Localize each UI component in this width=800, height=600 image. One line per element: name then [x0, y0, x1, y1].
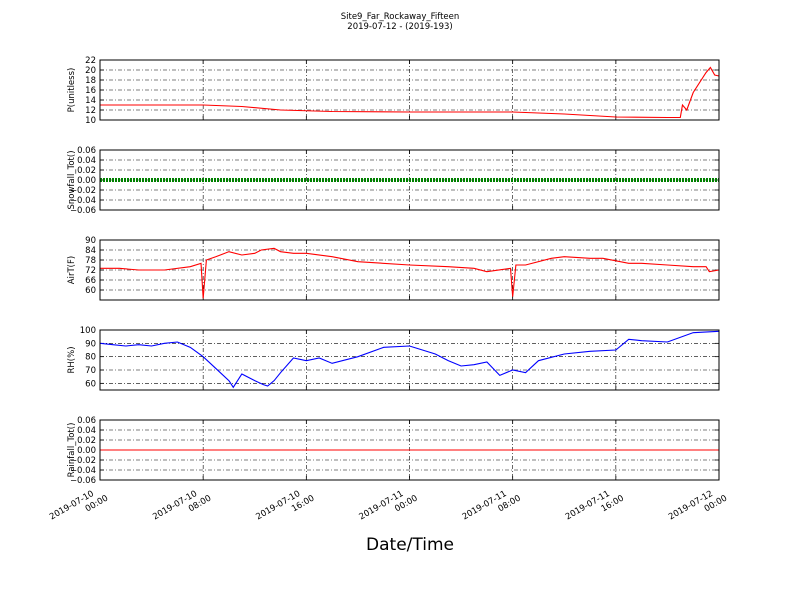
chart-subtitle: 2019-07-12 - (2019-193)	[347, 22, 452, 32]
y-tick-label: 66	[85, 276, 96, 286]
y-tick-label: 18	[85, 76, 96, 86]
plot-frame	[99, 149, 720, 211]
y-tick-label: −0.04	[70, 466, 96, 476]
y-tick-label: 0.02	[77, 436, 96, 446]
x-tick-label: 2019-07-1200:00	[667, 484, 729, 532]
y-tick-label: 12	[85, 106, 96, 116]
y-tick-label: 20	[85, 66, 96, 76]
series-line-4-1	[99, 330, 720, 389]
y-axis-label: Rainfall_Tot()	[67, 423, 77, 478]
panel-2: −0.06−0.04−0.020.000.020.040.06Snowfall_…	[67, 146, 720, 216]
y-tick-label: 14	[85, 96, 96, 106]
y-tick-label: 0.04	[77, 156, 96, 166]
y-tick-label: 22	[85, 56, 96, 66]
x-tick-label: 2019-07-1000:00	[48, 484, 110, 532]
y-axis-label: Snowfall_Tot()	[67, 150, 77, 209]
plot-frame	[99, 239, 720, 301]
y-tick-label: 0.02	[77, 166, 96, 176]
y-tick-label: 80	[85, 353, 96, 363]
y-tick-label: 10	[85, 116, 96, 126]
plot-frame	[99, 59, 720, 121]
y-tick-label: 78	[85, 256, 96, 266]
y-tick-label: 0.06	[77, 416, 96, 426]
panels: 10121416182022P(unitless)−0.06−0.04−0.02…	[67, 56, 720, 486]
y-tick-label: 0.00	[77, 446, 96, 456]
y-tick-label: 70	[85, 366, 96, 376]
y-tick-label: −0.06	[70, 206, 96, 216]
x-tick-label: 2019-07-1016:00	[254, 484, 316, 532]
y-axis-label: RH(%)	[67, 346, 77, 373]
series-line-3-1	[100, 247, 720, 299]
chart-title: Site9_Far_Rockaway_Fifteen	[341, 12, 460, 22]
y-tick-label: −0.06	[70, 476, 96, 486]
y-axis-label: AirT(F)	[67, 256, 77, 284]
y-tick-label: 72	[85, 266, 96, 276]
x-tick-label: 2019-07-1008:00	[151, 484, 213, 532]
y-tick-label: −0.04	[70, 196, 96, 206]
x-tick-label: 2019-07-1116:00	[564, 484, 626, 532]
panel-5: −0.06−0.04−0.020.000.020.040.06Rainfall_…	[67, 416, 720, 486]
y-tick-label: 0.04	[77, 426, 96, 436]
y-tick-label: 60	[85, 286, 96, 296]
y-tick-label: 0.06	[77, 146, 96, 156]
series-line-1-1	[100, 66, 720, 119]
y-tick-label: 90	[85, 236, 96, 246]
y-tick-label: −0.02	[70, 186, 96, 196]
x-tick-label: 2019-07-1108:00	[461, 484, 523, 532]
y-tick-label: 0.00	[77, 176, 96, 186]
y-tick-label: −0.02	[70, 456, 96, 466]
y-axis-label: P(unitless)	[67, 68, 77, 113]
y-tick-label: 84	[85, 246, 96, 256]
y-tick-label: 60	[85, 379, 96, 389]
x-axis-label: Date/Time	[366, 535, 454, 555]
y-tick-label: 100	[80, 326, 96, 336]
x-axis-ticks: 2019-07-1000:00 2019-07-1008:00 2019-07-10…	[48, 484, 729, 532]
x-tick-label: 2019-07-1100:00	[358, 484, 420, 532]
plot-frame	[99, 329, 720, 391]
y-tick-label: 16	[85, 86, 96, 96]
y-tick-label: 90	[85, 339, 96, 349]
plot-frame	[99, 419, 720, 481]
